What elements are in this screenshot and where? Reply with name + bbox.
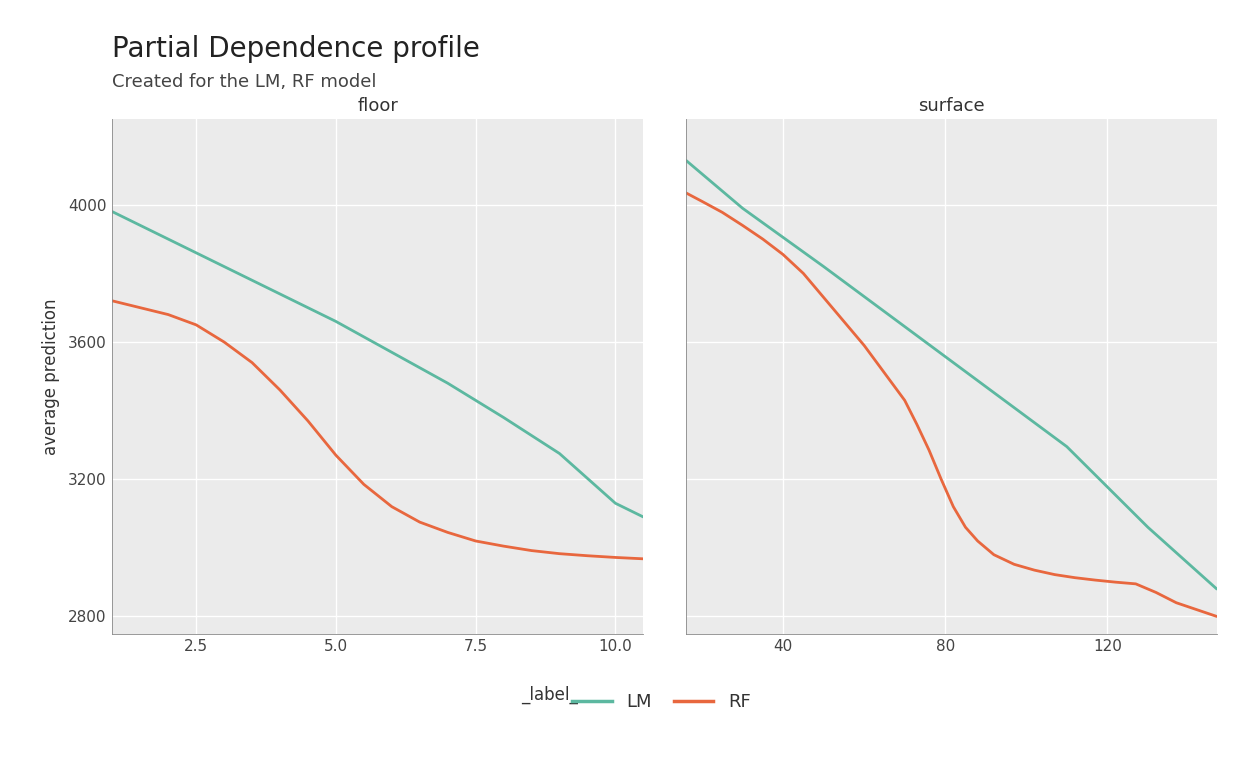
Title: surface: surface [919,97,985,114]
Legend: LM, RF: LM, RF [573,694,750,711]
Text: Created for the LM, RF model: Created for the LM, RF model [112,73,377,91]
Y-axis label: average prediction: average prediction [41,298,60,455]
Title: floor: floor [357,97,398,114]
Text: _label_: _label_ [520,686,578,704]
Text: Partial Dependence profile: Partial Dependence profile [112,35,480,62]
